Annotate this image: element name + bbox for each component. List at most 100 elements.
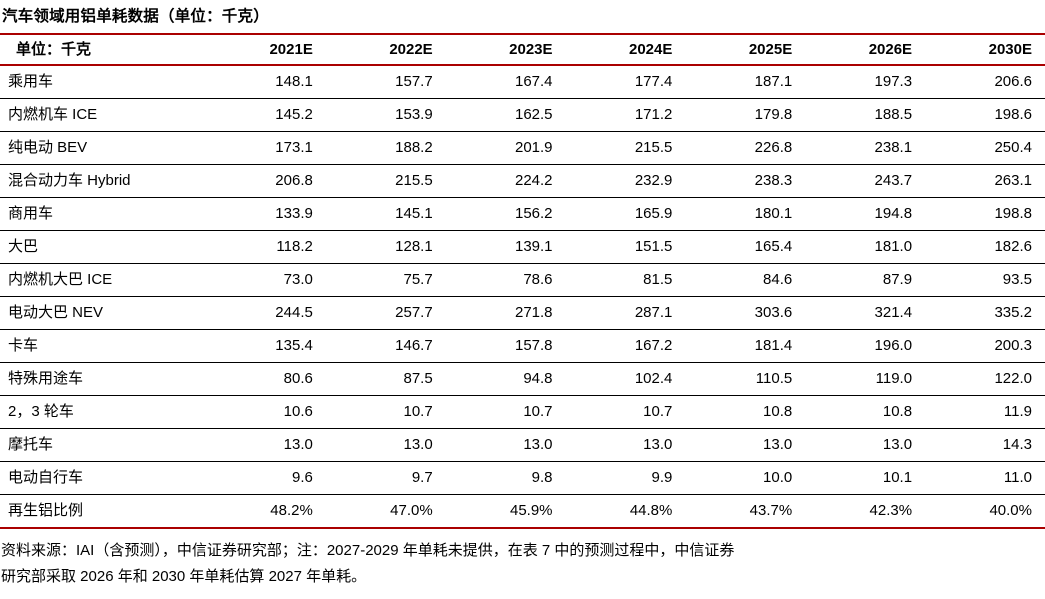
- row-value: 102.4: [565, 362, 686, 396]
- row-value: 157.7: [325, 65, 446, 99]
- source-note-line-1: 资料来源：IAI（含预测），中信证券研究部；注：2027-2029 年单耗未提供…: [1, 542, 735, 559]
- row-value: 148.1: [206, 65, 326, 99]
- row-value: 78.6: [445, 263, 566, 297]
- row-value: 11.0: [925, 461, 1045, 495]
- row-value: 47.0%: [325, 494, 446, 529]
- row-value: 250.4: [925, 131, 1045, 165]
- row-value: 110.5: [685, 362, 806, 396]
- table-body: 乘用车 148.1 157.7 167.4 177.4 187.1 197.3 206.6 内燃…: [0, 65, 1045, 529]
- row-value: 196.0: [805, 329, 926, 363]
- row-value: 188.2: [325, 131, 446, 165]
- row-value: 173.1: [206, 131, 326, 165]
- row-value: 165.9: [565, 197, 686, 231]
- row-value: 167.2: [565, 329, 686, 363]
- row-value: 181.4: [685, 329, 806, 363]
- row-value: 42.3%: [805, 494, 926, 529]
- header-year-2024e: 2024E: [565, 33, 686, 66]
- row-value: 303.6: [685, 296, 806, 330]
- table-row: 再生铝比例 48.2% 47.0% 45.9% 44.8% 43.7% 42.3% 40.0%: [0, 494, 1045, 529]
- table-row: 商用车 133.9 145.1 156.2 165.9 180.1 194.8 198.8: [0, 197, 1045, 231]
- row-value: 271.8: [445, 296, 566, 330]
- row-value: 80.6: [206, 362, 326, 396]
- row-value: 122.0: [925, 362, 1045, 396]
- row-value: 146.7: [325, 329, 446, 363]
- row-value: 10.7: [445, 395, 566, 429]
- row-value: 9.7: [325, 461, 446, 495]
- row-value: 198.8: [925, 197, 1045, 231]
- table-row: 特殊用途车 80.6 87.5 94.8 102.4 110.5 119.0 122.0: [0, 362, 1045, 396]
- row-value: 181.0: [805, 230, 926, 264]
- row-value: 10.6: [206, 395, 326, 429]
- header-year-2025e: 2025E: [685, 33, 806, 66]
- row-value: 135.4: [206, 329, 326, 363]
- row-value: 197.3: [805, 65, 926, 99]
- row-value: 118.2: [206, 230, 326, 264]
- row-value: 257.7: [325, 296, 446, 330]
- header-year-2026e: 2026E: [805, 33, 926, 66]
- table-row: 混合动力车 Hybrid 206.8 215.5 224.2 232.9 238.3 243…: [0, 164, 1045, 198]
- row-value: 153.9: [325, 98, 446, 132]
- header-year-2022e: 2022E: [325, 33, 446, 66]
- row-value: 180.1: [685, 197, 806, 231]
- table-row: 电动自行车 9.6 9.7 9.8 9.9 10.0 10.1 11.0: [0, 461, 1045, 495]
- row-value: 13.0: [325, 428, 446, 462]
- row-value: 87.9: [805, 263, 926, 297]
- table-title: 汽车领域用铝单耗数据（单位：千克）: [2, 8, 269, 25]
- row-value: 177.4: [565, 65, 686, 99]
- row-value: 10.8: [685, 395, 806, 429]
- row-value: 200.3: [925, 329, 1045, 363]
- row-label: 卡车: [0, 329, 206, 363]
- header-year-2030e: 2030E: [925, 33, 1045, 66]
- row-value: 206.8: [206, 164, 326, 198]
- row-value: 156.2: [445, 197, 566, 231]
- table-row: 内燃机大巴 ICE 73.0 75.7 78.6 81.5 84.6 87.9 93.5: [0, 263, 1045, 297]
- row-value: 13.0: [206, 428, 326, 462]
- header-year-2023e: 2023E: [445, 33, 566, 66]
- row-label: 大巴: [0, 230, 206, 264]
- row-value: 179.8: [685, 98, 806, 132]
- row-value: 243.7: [805, 164, 926, 198]
- row-label: 摩托车: [0, 428, 206, 462]
- header-unit-label: 单位：千克: [0, 33, 206, 66]
- source-note-line-2: 研究部采取 2026 年和 2030 年单耗估算 2027 年单耗。: [1, 568, 367, 585]
- row-value: 157.8: [445, 329, 566, 363]
- row-label: 纯电动 BEV: [0, 131, 206, 165]
- table-row: 2，3 轮车 10.6 10.7 10.7 10.7 10.8 10.8 11.9: [0, 395, 1045, 429]
- row-value: 10.8: [805, 395, 926, 429]
- row-label: 特殊用途车: [0, 362, 206, 396]
- row-value: 94.8: [445, 362, 566, 396]
- row-value: 84.6: [685, 263, 806, 297]
- row-value: 238.1: [805, 131, 926, 165]
- row-value: 232.9: [565, 164, 686, 198]
- row-value: 93.5: [925, 263, 1045, 297]
- row-value: 171.2: [565, 98, 686, 132]
- row-value: 44.8%: [565, 494, 686, 529]
- row-value: 201.9: [445, 131, 566, 165]
- row-value: 165.4: [685, 230, 806, 264]
- row-value: 162.5: [445, 98, 566, 132]
- row-label: 商用车: [0, 197, 206, 231]
- row-value: 48.2%: [206, 494, 326, 529]
- row-value: 73.0: [206, 263, 326, 297]
- row-value: 40.0%: [925, 494, 1045, 529]
- row-value: 194.8: [805, 197, 926, 231]
- row-value: 244.5: [206, 296, 326, 330]
- table-row: 卡车 135.4 146.7 157.8 167.2 181.4 196.0 200.3: [0, 329, 1045, 363]
- row-label: 内燃机大巴 ICE: [0, 263, 206, 297]
- row-label: 电动大巴 NEV: [0, 296, 206, 330]
- row-value: 151.5: [565, 230, 686, 264]
- row-value: 321.4: [805, 296, 926, 330]
- source-note: 资料来源：IAI（含预测），中信证券研究部；注：2027-2029 年单耗未提供…: [0, 538, 1045, 590]
- row-label: 再生铝比例: [0, 494, 206, 529]
- row-value: 287.1: [565, 296, 686, 330]
- aluminum-consumption-table: 单位：千克 2021E 2022E 2023E 2024E 2025E 2026E 2030E…: [0, 33, 1045, 529]
- row-value: 145.1: [325, 197, 446, 231]
- row-value: 13.0: [445, 428, 566, 462]
- row-value: 81.5: [565, 263, 686, 297]
- table-row: 摩托车 13.0 13.0 13.0 13.0 13.0 13.0 14.3: [0, 428, 1045, 462]
- table-row: 内燃机车 ICE 145.2 153.9 162.5 171.2 179.8 188.5 19…: [0, 98, 1045, 132]
- row-value: 45.9%: [445, 494, 566, 529]
- row-value: 139.1: [445, 230, 566, 264]
- row-label: 2，3 轮车: [0, 395, 206, 429]
